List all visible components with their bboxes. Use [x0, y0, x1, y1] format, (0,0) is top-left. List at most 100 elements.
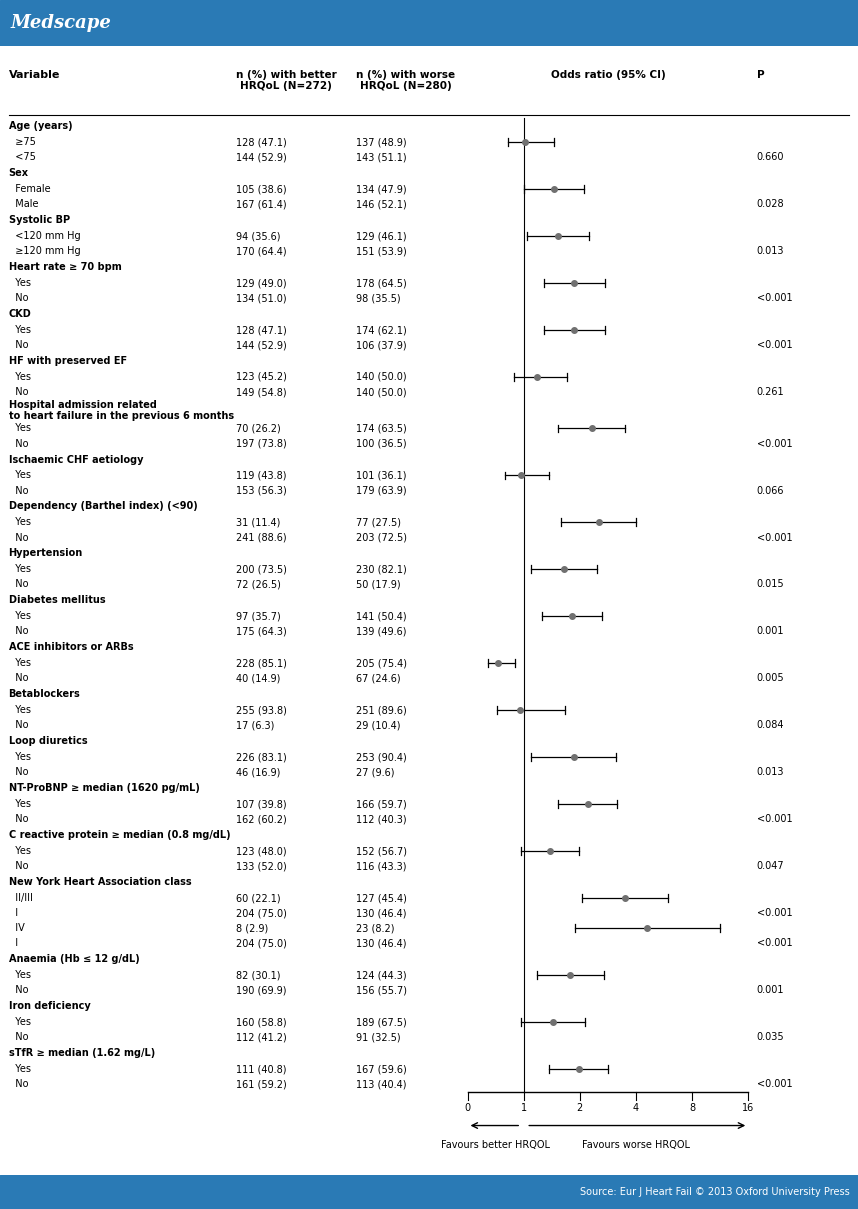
Text: No: No [9, 721, 28, 730]
Text: 161 (59.2): 161 (59.2) [236, 1080, 287, 1089]
Text: No: No [9, 340, 28, 351]
Text: 129 (46.1): 129 (46.1) [356, 231, 407, 241]
Text: 137 (48.9): 137 (48.9) [356, 137, 407, 147]
Text: 167 (61.4): 167 (61.4) [236, 199, 287, 209]
Text: 139 (49.6): 139 (49.6) [356, 626, 407, 636]
Text: 152 (56.7): 152 (56.7) [356, 846, 407, 856]
Text: 151 (53.9): 151 (53.9) [356, 247, 407, 256]
Text: <0.001: <0.001 [757, 340, 793, 351]
Text: 94 (35.6): 94 (35.6) [236, 231, 281, 241]
Text: Systolic BP: Systolic BP [9, 215, 69, 225]
Text: Yes: Yes [9, 1064, 31, 1075]
Text: No: No [9, 673, 28, 683]
Text: 60 (22.1): 60 (22.1) [236, 893, 281, 903]
Text: 143 (51.1): 143 (51.1) [356, 152, 407, 162]
Text: 189 (67.5): 189 (67.5) [356, 1017, 407, 1028]
Text: Iron deficiency: Iron deficiency [9, 1001, 90, 1012]
Text: 72 (26.5): 72 (26.5) [236, 579, 281, 590]
Text: CKD: CKD [9, 310, 32, 319]
Text: <75: <75 [9, 152, 35, 162]
Text: 226 (83.1): 226 (83.1) [236, 752, 287, 762]
Text: 0.015: 0.015 [757, 579, 784, 590]
Text: 156 (55.7): 156 (55.7) [356, 985, 407, 995]
Text: 190 (69.9): 190 (69.9) [236, 985, 287, 995]
Text: 46 (16.9): 46 (16.9) [236, 768, 281, 777]
Text: Yes: Yes [9, 278, 31, 288]
Text: n (%) with better
HRQoL (N=272): n (%) with better HRQoL (N=272) [236, 70, 336, 91]
Text: 0.013: 0.013 [757, 768, 784, 777]
Text: Male: Male [9, 199, 38, 209]
Text: 144 (52.9): 144 (52.9) [236, 340, 287, 351]
Text: 162 (60.2): 162 (60.2) [236, 815, 287, 825]
Text: II/III: II/III [9, 893, 33, 903]
Text: <120 mm Hg: <120 mm Hg [9, 231, 80, 241]
Text: No: No [9, 532, 28, 543]
Text: No: No [9, 294, 28, 303]
Text: 174 (62.1): 174 (62.1) [356, 325, 407, 335]
Text: 228 (85.1): 228 (85.1) [236, 658, 287, 669]
Text: P: P [757, 70, 764, 80]
Text: Yes: Yes [9, 612, 31, 621]
Text: Sex: Sex [9, 168, 28, 178]
Text: HF with preserved EF: HF with preserved EF [9, 357, 127, 366]
Text: 112 (40.3): 112 (40.3) [356, 815, 407, 825]
Text: 16: 16 [742, 1103, 754, 1113]
Text: No: No [9, 985, 28, 995]
Text: New York Heart Association class: New York Heart Association class [9, 878, 191, 887]
Text: Yes: Yes [9, 846, 31, 856]
Text: <0.001: <0.001 [757, 938, 793, 949]
Text: Diabetes mellitus: Diabetes mellitus [9, 595, 106, 606]
Text: Yes: Yes [9, 705, 31, 716]
Text: 134 (51.0): 134 (51.0) [236, 294, 287, 303]
Text: 124 (44.3): 124 (44.3) [356, 971, 407, 980]
Text: Yes: Yes [9, 752, 31, 762]
Text: Yes: Yes [9, 1017, 31, 1028]
Text: n (%) with worse
HRQoL (N=280): n (%) with worse HRQoL (N=280) [356, 70, 456, 91]
Text: Hypertension: Hypertension [9, 549, 83, 559]
Text: No: No [9, 626, 28, 636]
Text: 119 (43.8): 119 (43.8) [236, 470, 287, 480]
Text: No: No [9, 486, 28, 496]
Text: 200 (73.5): 200 (73.5) [236, 565, 287, 574]
Text: 70 (26.2): 70 (26.2) [236, 423, 281, 434]
Text: 149 (54.8): 149 (54.8) [236, 387, 287, 397]
Text: 0.035: 0.035 [757, 1032, 784, 1042]
Text: 0.001: 0.001 [757, 626, 784, 636]
Text: 101 (36.1): 101 (36.1) [356, 470, 407, 480]
Text: C reactive protein ≥ median (0.8 mg/dL): C reactive protein ≥ median (0.8 mg/dL) [9, 831, 230, 840]
Text: 170 (64.4): 170 (64.4) [236, 247, 287, 256]
Text: No: No [9, 861, 28, 872]
Text: <0.001: <0.001 [757, 439, 793, 449]
Text: 144 (52.9): 144 (52.9) [236, 152, 287, 162]
Text: 82 (30.1): 82 (30.1) [236, 971, 281, 980]
Text: Source: Eur J Heart Fail © 2013 Oxford University Press: Source: Eur J Heart Fail © 2013 Oxford U… [580, 1187, 849, 1197]
Text: Yes: Yes [9, 565, 31, 574]
Text: No: No [9, 387, 28, 397]
Text: sTfR ≥ median (1.62 mg/L): sTfR ≥ median (1.62 mg/L) [9, 1048, 154, 1058]
Text: 178 (64.5): 178 (64.5) [356, 278, 407, 288]
Text: 112 (41.2): 112 (41.2) [236, 1032, 287, 1042]
Text: Yes: Yes [9, 517, 31, 527]
Text: 31 (11.4): 31 (11.4) [236, 517, 281, 527]
Text: ACE inhibitors or ARBs: ACE inhibitors or ARBs [9, 642, 133, 653]
Text: 23 (8.2): 23 (8.2) [356, 924, 395, 933]
Text: 146 (52.1): 146 (52.1) [356, 199, 407, 209]
Text: 175 (64.3): 175 (64.3) [236, 626, 287, 636]
Text: No: No [9, 768, 28, 777]
Text: 40 (14.9): 40 (14.9) [236, 673, 281, 683]
Text: 77 (27.5): 77 (27.5) [356, 517, 401, 527]
Text: 130 (46.4): 130 (46.4) [356, 938, 407, 949]
Text: 130 (46.4): 130 (46.4) [356, 908, 407, 918]
Text: 174 (63.5): 174 (63.5) [356, 423, 407, 434]
Text: 106 (37.9): 106 (37.9) [356, 340, 407, 351]
Text: No: No [9, 439, 28, 449]
Text: Yes: Yes [9, 372, 31, 382]
Text: <0.001: <0.001 [757, 1080, 793, 1089]
Text: Yes: Yes [9, 658, 31, 669]
Text: 167 (59.6): 167 (59.6) [356, 1064, 407, 1075]
Text: Female: Female [9, 184, 51, 195]
Text: 134 (47.9): 134 (47.9) [356, 184, 407, 195]
Text: 2: 2 [577, 1103, 583, 1113]
Text: 140 (50.0): 140 (50.0) [356, 387, 407, 397]
Text: 128 (47.1): 128 (47.1) [236, 325, 287, 335]
